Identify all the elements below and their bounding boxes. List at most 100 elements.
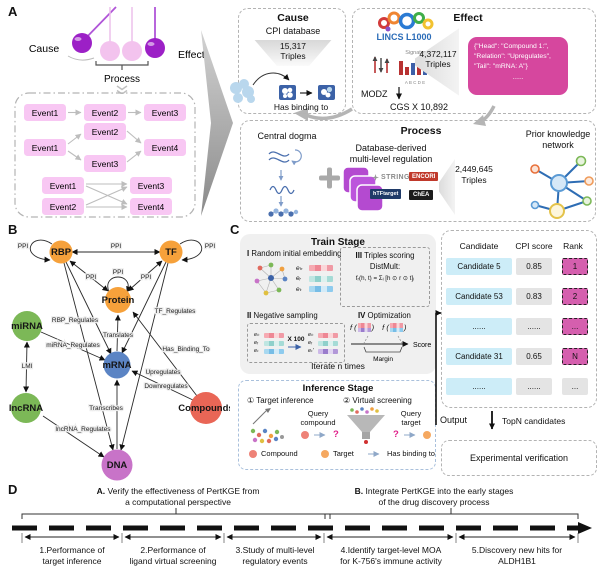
candidate-rank: ...	[562, 378, 588, 395]
grouping-brackets	[21, 508, 579, 519]
svg-text:Event1: Event1	[32, 143, 59, 153]
milestone-4: 4.Identify target-level MOA for K-756's i…	[340, 545, 442, 566]
step4-label: IV Optimization	[358, 311, 411, 320]
inference-stage-box: Inference Stage ① Target inference Query…	[238, 380, 436, 470]
effect-triples-label: Triples	[425, 59, 451, 69]
score-mini-1	[357, 323, 371, 332]
lincs-label: LINCS L1000	[376, 32, 432, 42]
candidate-name: Candidate 31	[446, 348, 512, 365]
event-row-3: Event1 Event2 Event3 Event4	[42, 177, 172, 215]
candidate-name: Candidate 5	[446, 258, 512, 275]
topn-arrow	[489, 411, 495, 430]
logo-htftarget: hTFtarget	[370, 189, 402, 199]
edge-rbp-regulates: RBP_Regulates	[52, 317, 99, 324]
logo-string: STRING	[372, 174, 410, 181]
scoring-box: III Triples scoring DistMult: fᵣ(h, t) =…	[340, 247, 430, 307]
process-box: Process Central dogma Database-derived m…	[240, 120, 596, 222]
candidate-score: ......	[516, 318, 552, 335]
inference-stage-title: Inference Stage	[302, 383, 374, 394]
svg-text:PPI: PPI	[86, 274, 97, 281]
panel-a-label: A	[8, 4, 18, 19]
edge-tf-regulates: TF_Regulates	[155, 308, 197, 315]
arrow-icon	[368, 450, 380, 457]
legend-target: Target	[321, 449, 354, 458]
svg-text:Event4: Event4	[152, 143, 179, 153]
process-ball-1	[100, 41, 120, 61]
regulation-line1: Database-derived	[355, 143, 427, 153]
dna-label: DNA	[107, 460, 128, 471]
margin-label: Margin	[373, 356, 393, 363]
cause-ball	[72, 33, 92, 53]
compounds-node	[190, 392, 222, 424]
protein-label: Protein	[102, 295, 135, 306]
has-binding-to-label: Has binding to	[273, 102, 329, 112]
transition-wedge	[201, 30, 233, 216]
regulation-line2: multi-level regulation	[349, 154, 433, 164]
edge-upregulates: Upregulates	[145, 369, 181, 376]
mrna-label: mRNA	[102, 360, 131, 371]
edge-downregulates: Downregulates	[144, 383, 188, 390]
candidate-rank: N	[562, 348, 588, 365]
knowledge-graph-schema: RBP TF Protein miRNA mRNA lncRNA Compoun…	[9, 239, 230, 481]
triple-relation: "Relation": "Upregulates",	[474, 53, 551, 61]
lincs-logo	[378, 11, 434, 32]
query-target-label: Query target	[400, 409, 422, 427]
svg-text:Event3: Event3	[92, 159, 119, 169]
heading-b-prefix: B.	[354, 486, 364, 496]
svg-text:Event2: Event2	[92, 127, 119, 137]
embedding-strip-h	[309, 265, 333, 271]
iterate-label: Iterate n times	[311, 361, 365, 371]
triple-example-box: {"Head": "Compound 1:", "Relation": "Upr…	[468, 37, 568, 95]
score-margin-diagram: Score Margin	[351, 335, 431, 363]
output-connector	[435, 310, 442, 425]
cause-box-title: Cause	[277, 12, 309, 24]
embedding-strip-t	[309, 286, 333, 292]
prior-network-line2: network	[542, 140, 574, 150]
lncrna-label: lncRNA	[9, 403, 43, 414]
target-inference-label: ① Target inference	[247, 396, 314, 405]
effect-triples-count: 4,372,117	[419, 49, 457, 59]
cause-label: Cause	[29, 43, 60, 55]
rbp-node	[49, 240, 73, 264]
topn-label: TopN candidates	[502, 416, 566, 426]
legend-compound: Compound	[249, 449, 298, 458]
prior-network-line1: Prior knowledge	[525, 129, 591, 139]
candidate-rank: 2	[562, 288, 588, 305]
event-row-2: Event1 Event2 Event3 Event4	[24, 123, 186, 172]
timeline	[12, 522, 592, 543]
svg-text:PPI: PPI	[113, 269, 124, 276]
svg-text:PPI: PPI	[205, 243, 216, 250]
chevron-down-icon	[116, 85, 128, 94]
arrow-down-icon	[396, 87, 402, 100]
negative-sampling-box: eₕ eᵣ eₜ X 100 eₕ eᵣ eₜ′	[247, 323, 345, 363]
svg-text:Event2: Event2	[50, 202, 77, 212]
protein-node	[105, 287, 131, 313]
embedding-strip-r	[309, 275, 333, 282]
step3-label: Triples scoring	[364, 251, 415, 260]
candidate-name: ......	[446, 318, 512, 335]
process-box-title: Process	[400, 125, 442, 137]
candidate-score: ......	[516, 378, 552, 395]
effect-ball	[145, 38, 165, 58]
train-stage-title: Train Stage	[311, 237, 365, 248]
target-dot	[321, 449, 329, 458]
optimization-terms: f ( ) f ( )	[350, 323, 407, 332]
candidate-name: ......	[446, 378, 512, 395]
events-box: Event1 Event2 Event3 Event1 Event2 Event…	[14, 92, 196, 218]
molecules-dart-icon	[250, 408, 284, 444]
heading-a-prefix: A.	[96, 486, 106, 496]
panel-b-label: B	[8, 222, 18, 237]
process-brace	[95, 61, 149, 70]
edge-ppi: PPI	[111, 243, 122, 250]
distmult-label: DistMult:	[369, 262, 401, 271]
svg-text:Event1: Event1	[32, 108, 59, 118]
lncrna-node	[11, 393, 41, 423]
edge-lncrna-regulates: lncRNA_Regulates	[56, 426, 112, 433]
distmult-formula: fᵣ(h, t) = Σᵢ [h ⊙ r ⊙ t]ᵢ	[355, 275, 415, 282]
step2-label: II Negative sampling	[247, 311, 318, 320]
process-ball-2	[122, 41, 142, 61]
score-mini-2	[389, 323, 403, 332]
col-candidate: Candidate	[459, 241, 499, 251]
pos-triple-strips: eₕ eᵣ eₜ	[254, 332, 284, 354]
compound-dot	[301, 430, 309, 439]
